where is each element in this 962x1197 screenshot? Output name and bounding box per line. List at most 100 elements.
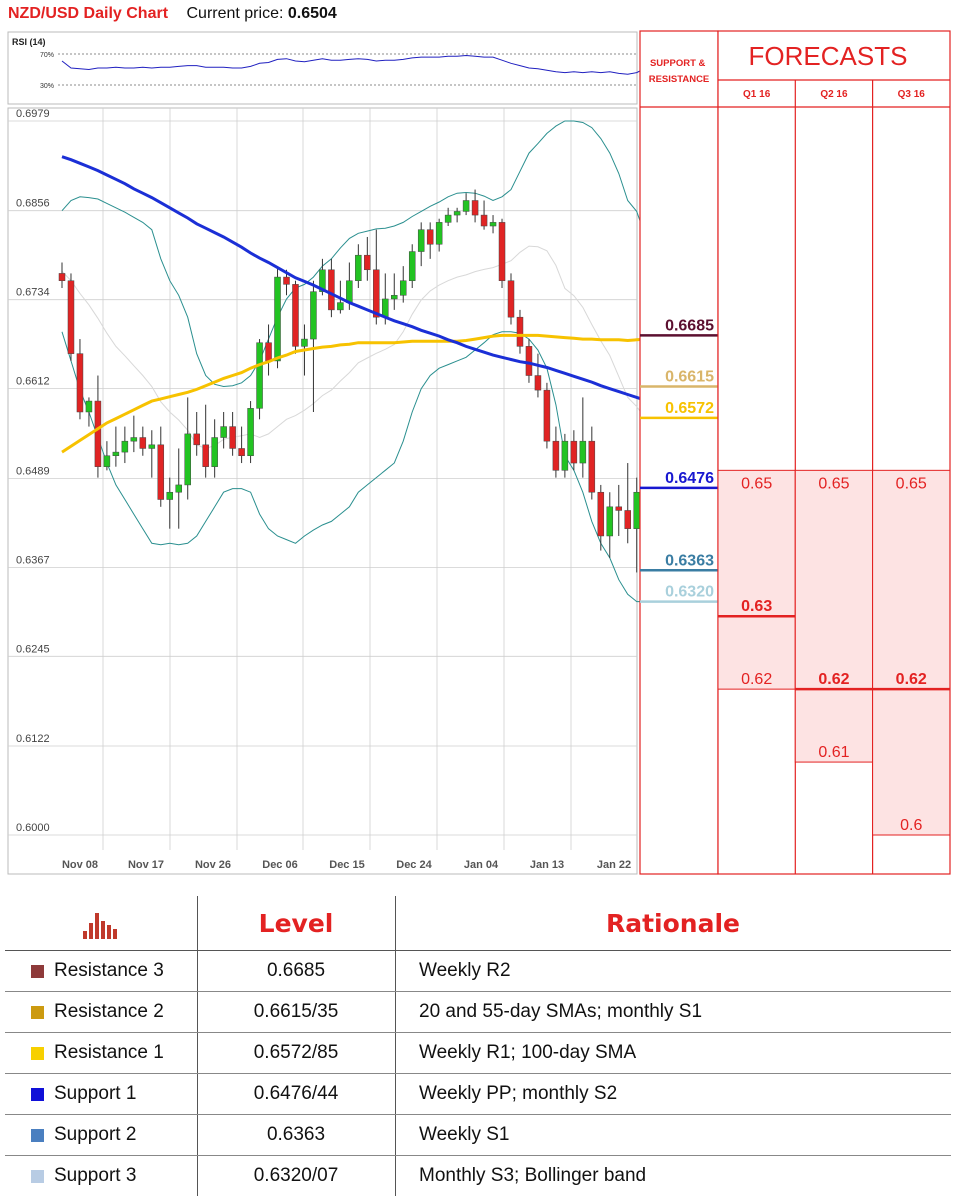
candle — [157, 426, 165, 507]
nzdusd-chart: RSI (14) 70% 30% 0.6979 0.6856 0.6734 0.… — [7, 30, 951, 875]
candle-body-up — [382, 298, 389, 318]
candle — [525, 339, 533, 383]
candle-body-down — [525, 346, 533, 376]
candle-body-down — [624, 510, 631, 529]
sr-header-line2: RESISTANCE — [649, 74, 710, 85]
candle-body-up — [211, 437, 218, 467]
candle — [373, 229, 380, 325]
candle-body-down — [202, 444, 209, 467]
candle-body-up — [130, 437, 138, 442]
candle — [76, 339, 84, 420]
table-row: Resistance 3 0.6685 Weekly R2 — [5, 951, 951, 992]
candle — [328, 258, 335, 318]
sr-level-label: 0.6363 — [665, 552, 714, 569]
table-header: Level Rationale — [5, 896, 951, 951]
candle — [130, 415, 138, 453]
row-name-cell: Support 1 — [31, 1074, 197, 1114]
candle — [507, 273, 515, 325]
sma-55-line — [61, 155, 656, 404]
candle — [274, 266, 281, 369]
sr-level-label: 0.6685 — [665, 317, 714, 334]
candle — [417, 222, 425, 267]
candle-body-down — [238, 448, 245, 457]
candle-body-down — [597, 491, 605, 537]
table-divider-2 — [395, 896, 396, 1196]
row-rationale: Weekly PP; monthly S2 — [419, 1083, 618, 1104]
rsi-label: RSI (14) — [12, 37, 46, 47]
forecasts-title: FORECASTS — [749, 41, 908, 71]
candle — [462, 193, 470, 216]
x-tick: Dec 06 — [262, 859, 297, 871]
candle-body-up — [489, 222, 497, 227]
forecast-max-label: 0.65 — [741, 475, 772, 492]
row-name: Resistance 3 — [54, 960, 164, 981]
forecast-range — [717, 469, 796, 690]
candle-body-down — [58, 273, 66, 281]
y-tick: 0.6000 — [16, 822, 50, 834]
candle — [534, 353, 542, 398]
candle-body-up — [408, 251, 416, 281]
row-name: Support 1 — [54, 1083, 137, 1104]
y-tick: 0.6856 — [16, 198, 50, 210]
candle — [202, 404, 209, 478]
forecast-likely-label: 0.62 — [818, 671, 849, 688]
table-row: Resistance 1 0.6572/85 Weekly R1; 100-da… — [5, 1033, 951, 1074]
candle — [112, 426, 120, 467]
candle-body-down — [534, 375, 542, 391]
candle — [166, 477, 174, 529]
candle — [588, 426, 596, 500]
row-rationale: Weekly R1; 100-day SMA — [419, 1042, 637, 1063]
candle-body-down — [265, 342, 272, 362]
rationale-header: Rationale — [605, 908, 740, 938]
forecast-quarter: Q1 16 — [743, 89, 771, 100]
candle — [498, 218, 506, 289]
candle-body-down — [157, 444, 165, 500]
y-axis: 0.6979 0.6856 0.6734 0.6612 0.6489 0.636… — [16, 108, 50, 834]
x-tick: Dec 15 — [329, 859, 364, 871]
candle — [58, 262, 66, 289]
forecast-min-label: 0.6 — [900, 817, 922, 834]
candle-body-down — [516, 316, 524, 347]
row-level: 0.6685 — [266, 960, 326, 981]
candle-body-down — [570, 440, 578, 464]
x-tick: Nov 26 — [195, 859, 231, 871]
rsi-line — [61, 54, 655, 75]
candle-body-up — [274, 276, 281, 362]
moving-averages — [61, 155, 656, 454]
rsi-series — [61, 54, 655, 75]
candle — [310, 280, 317, 412]
candle-body-up — [453, 211, 461, 216]
candle-body-down — [283, 276, 290, 285]
candle — [364, 236, 371, 281]
candle — [597, 484, 605, 551]
candle — [355, 244, 362, 289]
candle-body-up — [85, 400, 93, 413]
bollinger-lower — [61, 331, 655, 606]
y-tick: 0.6367 — [16, 554, 50, 566]
candle — [238, 426, 245, 464]
candle — [606, 492, 614, 558]
row-level: 0.6363 — [266, 1124, 326, 1145]
level-swatch — [31, 1046, 44, 1060]
candle-body-down — [480, 214, 488, 227]
candle-body-up — [346, 280, 353, 303]
candle-body-up — [444, 214, 452, 223]
candle — [570, 430, 578, 471]
price-label: Current price: — [186, 5, 284, 22]
candle — [247, 401, 254, 464]
candle-body-up — [579, 440, 587, 464]
candle-body-down — [507, 280, 515, 318]
row-level: 0.6320/07 — [253, 1165, 339, 1186]
candle — [435, 218, 443, 252]
candle — [480, 200, 488, 230]
candle — [579, 397, 587, 478]
table-row: Support 2 0.6363 Weekly S1 — [5, 1115, 951, 1156]
candle — [408, 244, 416, 289]
candle-body-down — [615, 506, 623, 511]
row-name-cell: Resistance 3 — [31, 951, 197, 991]
level-swatch — [31, 1087, 44, 1101]
sr-header: SUPPORT & RESISTANCE — [649, 58, 710, 85]
forecast-max-label: 0.65 — [896, 475, 927, 492]
candle-body-up — [175, 484, 182, 493]
candle-body-down — [76, 353, 84, 413]
